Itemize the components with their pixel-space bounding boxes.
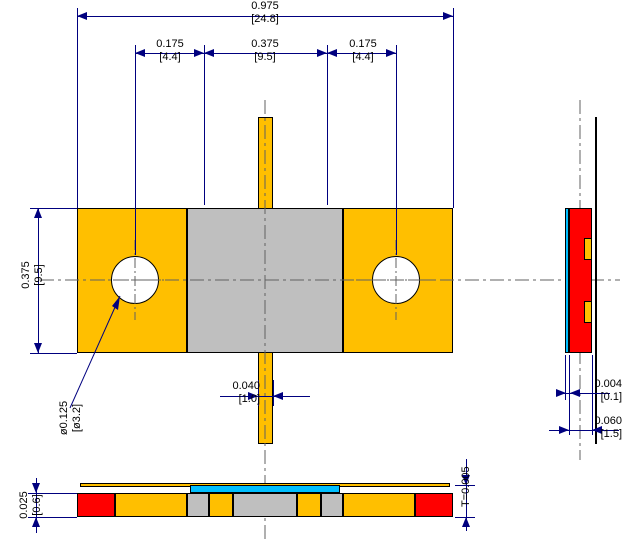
dim-thick: 0.025[0.6] [18,480,44,530]
front-gold-1l [115,493,187,517]
front-grey-l [187,493,209,517]
arrow [462,517,470,527]
side-red [569,208,592,353]
dim-hole: ø0.125[ø3.2] [58,388,84,448]
front-gold-2l [209,493,233,517]
dim-overall-w: 0.975[24.8] [215,0,315,26]
front-grey-c [233,493,297,517]
side-gold-bot [584,301,592,323]
dim-sidet: 0.060[1.5] [572,415,622,441]
front-red-left [77,493,115,517]
dim-pB: 0.375[9.5] [225,38,305,64]
ext-line [569,355,570,435]
front-grey-r [321,493,343,517]
hole-leader [0,0,200,450]
arrow [273,392,283,400]
arrow [443,12,453,20]
dim-leadw: 0.040[1.0] [215,380,260,406]
side-gold-top [584,238,592,260]
front-red-right [415,493,453,517]
top-hole-right [372,256,420,304]
ext-line [204,45,205,205]
arrow [559,426,569,434]
top-body-center [187,208,343,353]
front-cyan [190,485,340,493]
dim-tol: T=0.005 [460,447,473,507]
dim-pC: 0.175[4.4] [323,38,403,64]
front-gold-1r [343,493,415,517]
ext-line [565,355,566,400]
ext-line [327,45,328,205]
dim-cyant: 0.004[0.1] [572,378,622,404]
front-gold-2r [297,493,321,517]
ext-line [453,8,454,208]
ext-line [396,45,397,255]
